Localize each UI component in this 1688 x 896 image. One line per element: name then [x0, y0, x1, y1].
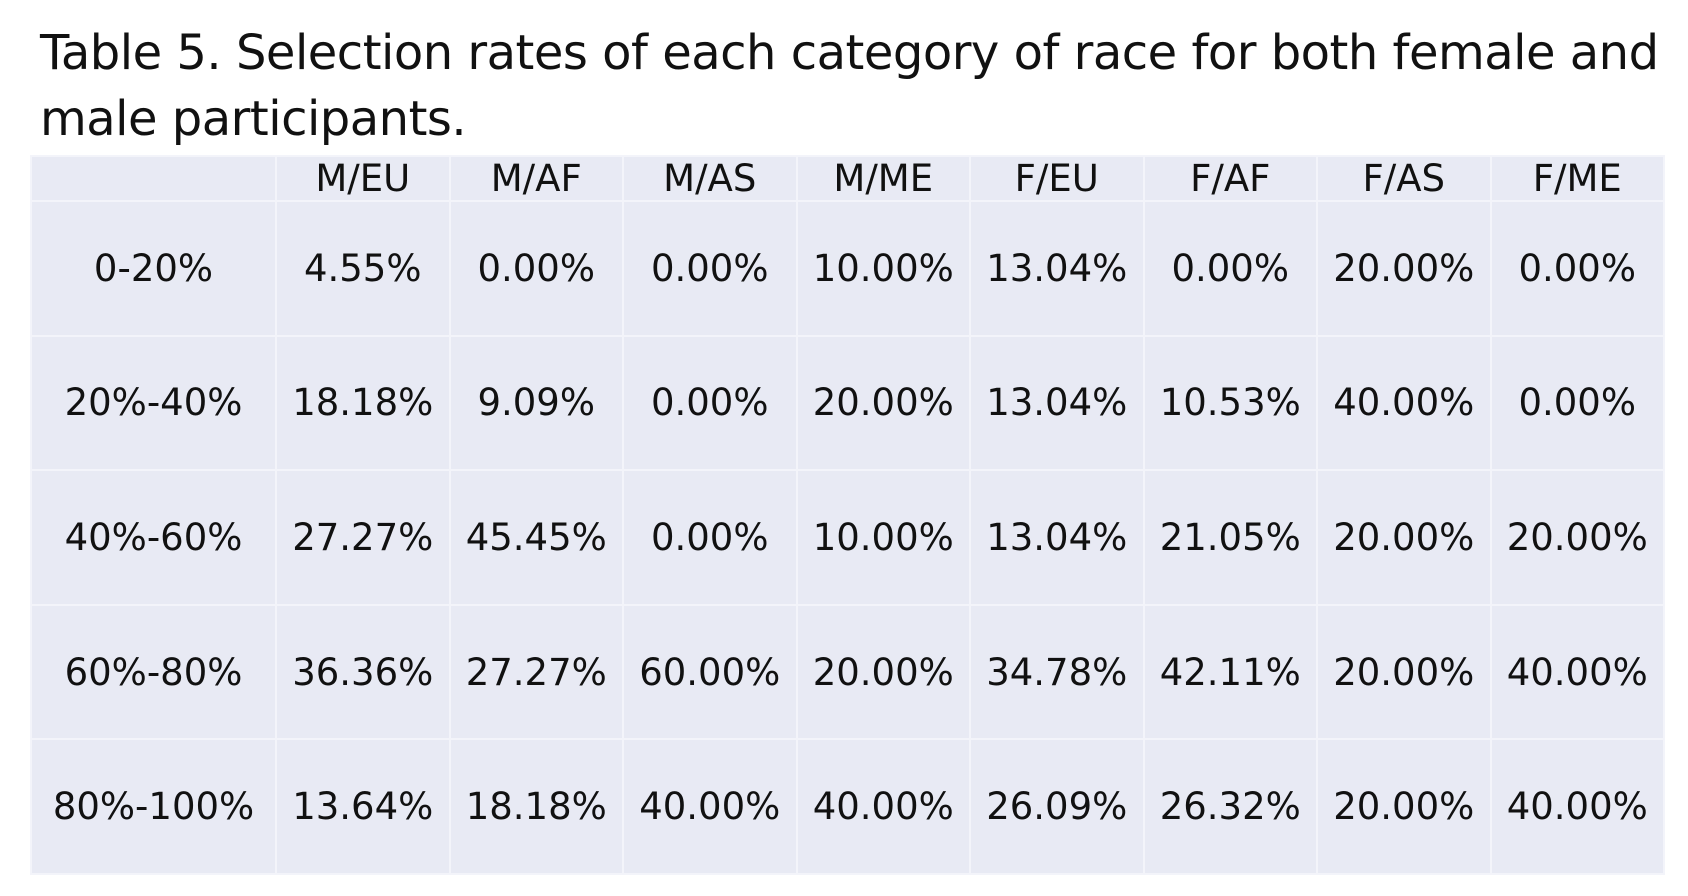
header-cell-f-as: F/AS [1316, 155, 1492, 202]
value-cell: 10.00% [795, 200, 971, 337]
value-cell: 45.45% [448, 469, 624, 606]
value-cell: 0.00% [1489, 334, 1665, 472]
value-cell: 13.64% [275, 738, 451, 875]
value-cell: 27.27% [448, 603, 624, 741]
value-cell: 0.00% [448, 200, 624, 337]
table-caption: Table 5. Selection rates of each categor… [40, 25, 1659, 147]
value-cell: 34.78% [969, 603, 1145, 741]
header-cell-m-as: M/AS [622, 155, 798, 202]
value-cell: 60.00% [622, 603, 798, 741]
row-label-cell: 40%-60% [30, 469, 277, 606]
row-label-cell: 60%-80% [30, 603, 277, 741]
value-cell: 4.55% [275, 200, 451, 337]
table-body: 0-20% 4.55% 0.00% 0.00% 10.00% 13.04% 0.00% 20.… [30, 200, 1665, 875]
value-cell: 0.00% [622, 334, 798, 472]
value-cell: 40.00% [1489, 603, 1665, 741]
header-cell-f-me: F/ME [1489, 155, 1665, 202]
value-cell: 36.36% [275, 603, 451, 741]
row-label-cell: 20%-40% [30, 334, 277, 472]
value-cell: 18.18% [275, 334, 451, 472]
header-cell-corner [30, 155, 277, 202]
value-cell: 9.09% [448, 334, 624, 472]
value-cell: 40.00% [795, 738, 971, 875]
value-cell: 20.00% [1316, 738, 1492, 875]
table-row: 60%-80% 36.36% 27.27% 60.00% 20.00% 34.78% 42.… [30, 603, 1665, 741]
value-cell: 40.00% [622, 738, 798, 875]
row-label-cell: 80%-100% [30, 738, 277, 875]
table-row: 80%-100% 13.64% 18.18% 40.00% 40.00% 26.09% 26… [30, 738, 1665, 875]
header-cell-m-eu: M/EU [275, 155, 451, 202]
header-cell-m-af: M/AF [448, 155, 624, 202]
value-cell: 13.04% [969, 469, 1145, 606]
value-cell: 20.00% [795, 603, 971, 741]
value-cell: 40.00% [1316, 334, 1492, 472]
value-cell: 26.32% [1142, 738, 1318, 875]
value-cell: 13.04% [969, 334, 1145, 472]
header-cell-f-eu: F/EU [969, 155, 1145, 202]
table-row: 20%-40% 18.18% 9.09% 0.00% 20.00% 13.04% 10.53… [30, 334, 1665, 472]
value-cell: 0.00% [1489, 200, 1665, 337]
value-cell: 0.00% [622, 200, 798, 337]
value-cell: 20.00% [1316, 603, 1492, 741]
value-cell: 20.00% [1489, 469, 1665, 606]
value-cell: 42.11% [1142, 603, 1318, 741]
value-cell: 10.53% [1142, 334, 1318, 472]
value-cell: 0.00% [622, 469, 798, 606]
header-row: M/EU M/AF M/AS M/ME F/EU F/AF F/AS F/ME [30, 155, 1665, 202]
value-cell: 20.00% [1316, 200, 1492, 337]
value-cell: 20.00% [1316, 469, 1492, 606]
table-row: 0-20% 4.55% 0.00% 0.00% 10.00% 13.04% 0.00% 20.… [30, 200, 1665, 337]
value-cell: 27.27% [275, 469, 451, 606]
data-table: M/EU M/AF M/AS M/ME F/EU F/AF F/AS F/ME … [30, 155, 1665, 875]
value-cell: 10.00% [795, 469, 971, 606]
value-cell: 18.18% [448, 738, 624, 875]
selection-rates-table: M/EU M/AF M/AS M/ME F/EU F/AF F/AS F/ME … [30, 155, 1665, 875]
value-cell: 0.00% [1142, 200, 1318, 337]
value-cell: 13.04% [969, 200, 1145, 337]
value-cell: 40.00% [1489, 738, 1665, 875]
table-row: 40%-60% 27.27% 45.45% 0.00% 10.00% 13.04% 21.0… [30, 469, 1665, 606]
value-cell: 26.09% [969, 738, 1145, 875]
header-cell-f-af: F/AF [1142, 155, 1318, 202]
value-cell: 20.00% [795, 334, 971, 472]
header-cell-m-me: M/ME [795, 155, 971, 202]
row-label-cell: 0-20% [30, 200, 277, 337]
value-cell: 21.05% [1142, 469, 1318, 606]
